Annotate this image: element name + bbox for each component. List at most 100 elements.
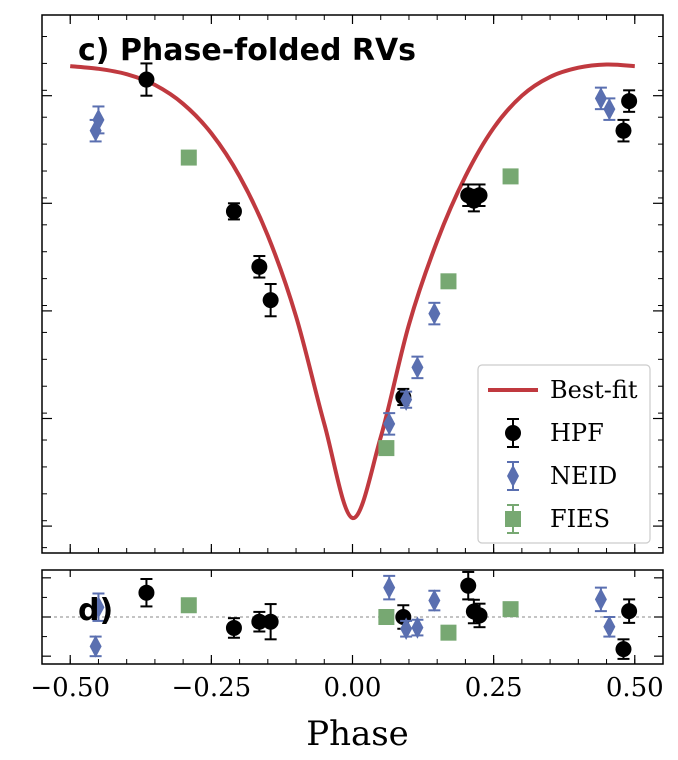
x-tick-label: −0.25 xyxy=(172,673,252,703)
fies-point xyxy=(378,609,395,625)
hpf-marker xyxy=(615,641,632,658)
hpf-marker xyxy=(225,619,242,636)
neid-marker xyxy=(594,588,607,611)
hpf-marker xyxy=(460,577,477,594)
legend-label: Best-fit xyxy=(550,376,638,404)
hpf-point xyxy=(621,89,638,113)
fies-marker xyxy=(440,624,457,641)
x-tick-label: 0.25 xyxy=(465,673,523,703)
hpf-point xyxy=(621,598,638,624)
x-tick-label: 0.00 xyxy=(324,673,382,703)
fies-marker xyxy=(378,440,395,457)
panel-d-ticks: −0.50 −0.25 0.00 0.25 0.50 xyxy=(30,570,664,703)
neid-point xyxy=(428,589,441,612)
hpf-point xyxy=(138,578,155,608)
hpf-marker xyxy=(621,603,638,620)
neid-point xyxy=(411,616,424,639)
neid-marker xyxy=(92,596,105,619)
hpf-point xyxy=(615,118,632,143)
fies-marker xyxy=(502,168,519,185)
legend-label: HPF xyxy=(550,419,604,447)
neid-marker xyxy=(400,388,413,411)
hpf-marker xyxy=(138,584,155,601)
x-axis-label: Phase xyxy=(306,714,409,754)
neid-marker xyxy=(428,302,441,325)
panel-d-title: d) xyxy=(78,593,113,628)
x-tick-label: 0.50 xyxy=(606,673,664,703)
panel-c-points xyxy=(89,62,638,457)
neid-point xyxy=(594,586,607,613)
legend-marker-swatch xyxy=(507,464,519,488)
fies-marker xyxy=(502,601,519,618)
hpf-marker xyxy=(621,93,638,110)
panel-d-plot: −0.50 −0.25 0.00 0.25 0.50 d) xyxy=(30,569,664,703)
hpf-marker xyxy=(262,613,279,630)
neid-marker xyxy=(89,635,102,658)
panel-c-title: c) Phase-folded RVs xyxy=(78,33,416,68)
legend-entry: NEID xyxy=(507,461,617,491)
panel-c-plot: c) Phase-folded RVs Best-fit HPF NEID FIES xyxy=(41,14,664,554)
hpf-marker xyxy=(471,607,488,624)
hpf-marker xyxy=(615,122,632,139)
hpf-marker xyxy=(471,187,488,204)
neid-point xyxy=(92,592,105,622)
fies-point xyxy=(440,273,457,290)
neid-marker xyxy=(92,108,105,132)
legend-marker-swatch xyxy=(505,511,521,527)
legend-entry: FIES xyxy=(505,504,610,534)
hpf-point xyxy=(471,183,488,207)
fies-marker xyxy=(180,149,197,166)
fies-point xyxy=(502,601,519,618)
neid-marker xyxy=(603,97,616,121)
neid-marker xyxy=(400,617,413,640)
legend-entry: HPF xyxy=(505,418,604,448)
hpf-point xyxy=(251,255,268,279)
neid-marker xyxy=(411,356,424,379)
hpf-marker xyxy=(262,292,279,309)
neid-point xyxy=(383,574,396,601)
x-tick-label: −0.50 xyxy=(30,673,110,703)
fies-marker xyxy=(440,273,457,290)
neid-point xyxy=(411,355,424,380)
best-fit-curve xyxy=(69,62,635,520)
hpf-point xyxy=(471,602,488,629)
panel-d-points xyxy=(89,570,638,660)
hpf-point xyxy=(225,617,242,639)
neid-point xyxy=(383,412,396,436)
hpf-marker xyxy=(395,609,412,625)
hpf-marker xyxy=(251,258,268,275)
neid-marker xyxy=(383,412,396,436)
neid-point xyxy=(400,617,413,640)
panel-d-frame xyxy=(41,569,664,665)
fies-point xyxy=(440,624,457,641)
fies-point xyxy=(180,149,197,166)
neid-marker xyxy=(383,576,396,599)
neid-point xyxy=(603,615,616,638)
fies-point xyxy=(502,168,519,185)
neid-point xyxy=(428,301,441,326)
hpf-point xyxy=(251,610,268,633)
neid-point xyxy=(603,97,616,121)
neid-point xyxy=(89,635,102,658)
legend-label: FIES xyxy=(550,505,610,533)
legend-marker-swatch xyxy=(505,425,521,441)
hpf-marker xyxy=(251,613,268,630)
neid-marker xyxy=(428,589,441,612)
fies-marker xyxy=(180,597,197,614)
hpf-point xyxy=(460,570,477,601)
legend-entry: Best-fit xyxy=(488,376,638,404)
hpf-point xyxy=(262,603,279,641)
neid-point xyxy=(594,86,607,111)
neid-marker xyxy=(411,616,424,639)
hpf-point xyxy=(225,202,242,221)
neid-point xyxy=(92,105,105,135)
fies-point xyxy=(378,440,395,457)
hpf-marker xyxy=(225,203,242,220)
hpf-marker xyxy=(138,71,155,88)
legend-label: NEID xyxy=(550,462,617,490)
legend-box xyxy=(477,364,651,544)
neid-marker xyxy=(594,87,607,110)
neid-marker xyxy=(603,615,616,638)
fies-point xyxy=(180,597,197,614)
